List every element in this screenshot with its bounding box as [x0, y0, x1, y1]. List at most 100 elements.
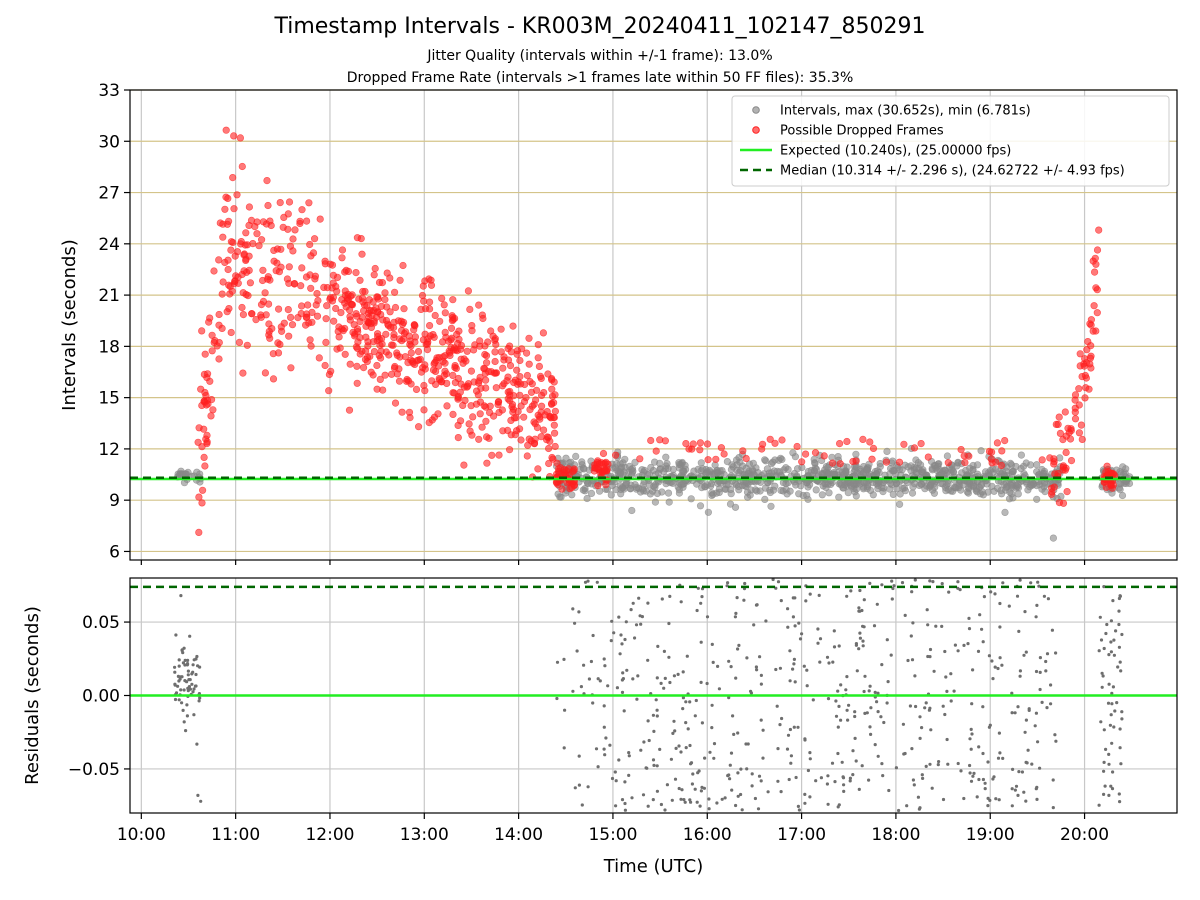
residual-point — [573, 621, 577, 625]
residual-point — [1102, 585, 1106, 589]
x-tick-label: 10:00 — [117, 825, 166, 845]
residual-point — [583, 580, 588, 584]
residual-point — [987, 654, 992, 658]
dropped-frame-point — [868, 455, 876, 463]
residual-point — [631, 677, 635, 681]
residual-point — [1010, 787, 1014, 791]
dropped-frame-point — [233, 191, 241, 199]
residual-point — [758, 655, 762, 659]
dropped-frame-point — [346, 313, 354, 321]
residual-point — [672, 674, 677, 678]
residual-point — [646, 658, 650, 662]
residual-point — [195, 742, 199, 746]
dropped-frame-point — [522, 349, 531, 357]
residual-point — [710, 726, 714, 730]
residual-point — [978, 613, 982, 617]
dropped-frame-point — [523, 452, 531, 460]
residual-point — [971, 774, 975, 778]
residual-point — [1035, 603, 1039, 608]
dropped-frame-point — [556, 464, 565, 472]
residual-point — [729, 665, 733, 669]
residual-point — [612, 631, 616, 635]
dropped-frame-point — [1075, 429, 1083, 437]
residual-point — [759, 673, 764, 678]
residual-point — [737, 643, 741, 648]
residual-point — [651, 798, 655, 802]
y-tick-label: 0.05 — [82, 613, 120, 633]
dropped-frame-point — [828, 459, 837, 467]
residual-point — [681, 670, 685, 674]
residual-point — [710, 642, 714, 647]
residual-point — [667, 655, 671, 659]
residual-point — [1014, 784, 1019, 788]
dropped-frame-point — [997, 461, 1006, 470]
residual-point — [943, 712, 947, 717]
dropped-frame-point — [320, 283, 328, 292]
residual-point — [1107, 682, 1111, 686]
residual-point — [972, 771, 976, 776]
dropped-frame-point — [1075, 401, 1083, 409]
y-tick-label: 6 — [109, 542, 120, 562]
dropped-frame-point — [1066, 435, 1075, 443]
legend-box — [731, 95, 1170, 187]
dropped-frame-point — [229, 174, 237, 182]
interval-point — [731, 503, 740, 511]
dropped-frame-point — [652, 447, 660, 455]
residual-point — [742, 598, 746, 602]
residual-point — [912, 783, 916, 787]
interval-point — [680, 468, 688, 476]
dropped-frame-point — [279, 223, 287, 231]
residual-point — [700, 721, 705, 725]
residual-point — [806, 768, 811, 773]
dropped-frame-point — [1093, 246, 1102, 254]
residual-point — [949, 672, 953, 676]
residual-point — [187, 678, 191, 682]
interval-point — [554, 490, 562, 498]
residual-point — [1097, 649, 1101, 653]
y-tick-label: 18 — [98, 337, 120, 357]
residual-point — [861, 624, 865, 628]
dropped-frame-point — [455, 327, 463, 335]
residual-point — [836, 751, 840, 756]
residual-point — [1034, 711, 1038, 715]
dropped-frame-point — [483, 459, 491, 467]
dropped-frame-point — [210, 338, 218, 347]
residual-point — [182, 688, 186, 692]
residual-point — [971, 668, 975, 672]
residual-point — [646, 601, 650, 605]
dropped-frame-point — [957, 446, 965, 454]
dropped-frame-point — [218, 324, 226, 333]
dropped-frame-point — [482, 417, 490, 425]
residual-point — [672, 719, 676, 723]
residual-point — [867, 689, 871, 693]
residual-point — [596, 677, 600, 681]
residual-point — [975, 795, 979, 799]
dropped-frame-point — [375, 351, 383, 360]
dropped-frame-point — [306, 240, 314, 249]
residual-point — [994, 797, 998, 801]
residual-point — [1049, 702, 1053, 706]
dropped-frame-point — [1102, 483, 1110, 491]
residual-point — [1050, 628, 1054, 632]
dropped-frame-point — [1071, 391, 1080, 399]
dropped-frame-point — [428, 377, 436, 385]
residual-point — [858, 609, 862, 613]
interval-point — [771, 482, 779, 490]
dropped-frame-point — [265, 327, 273, 336]
interval-point — [936, 479, 945, 487]
dropped-frame-point — [1090, 268, 1099, 276]
dropped-frame-point — [204, 370, 212, 378]
residual-point — [851, 749, 855, 753]
dropped-frame-point — [696, 439, 705, 447]
residual-point — [695, 800, 699, 804]
dropped-frame-subtitle: Dropped Frame Rate (intervals >1 frames … — [346, 70, 854, 86]
dropped-frame-point — [451, 314, 459, 323]
residual-point — [620, 678, 625, 682]
dropped-frame-point — [227, 328, 235, 337]
interval-point — [1009, 494, 1017, 502]
dropped-frame-point — [600, 467, 609, 475]
dropped-frame-point — [527, 388, 536, 396]
residual-point — [940, 582, 944, 586]
dropped-frame-point — [202, 391, 210, 400]
residual-point — [1054, 739, 1058, 743]
